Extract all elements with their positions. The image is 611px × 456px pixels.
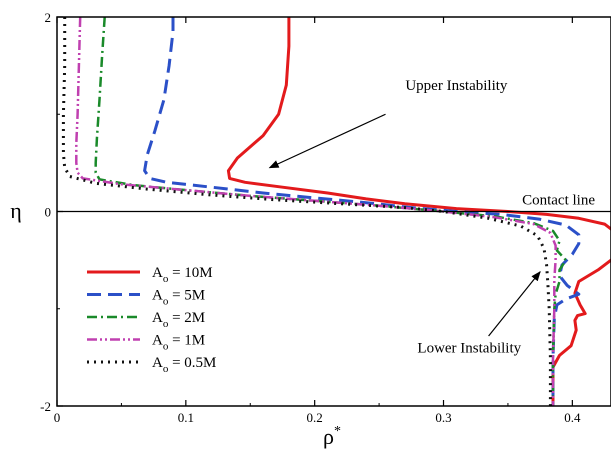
x-tick-label: 0.2: [307, 410, 323, 425]
y-tick-label: 2: [45, 10, 52, 25]
series-line-3: [75, 17, 557, 406]
x-tick-label: 0: [54, 410, 61, 425]
annotation-arrow-1: [488, 271, 541, 337]
series-line-0: [226, 17, 611, 406]
legend-label-1: Ao = 5M: [152, 288, 205, 308]
reference-layer: Contact line: [57, 193, 611, 213]
x-tick-label: 0.3: [435, 410, 451, 425]
x-tick-label: 0.4: [564, 410, 581, 425]
annotation-text-0: Upper Instability: [405, 78, 508, 94]
legend-label-2: Ao = 2M: [152, 310, 205, 330]
legend-label-4: Ao = 0.5M: [152, 355, 216, 375]
legend-label-3: Ao = 1M: [152, 333, 205, 353]
y-tick-label: 0: [45, 205, 52, 220]
annotation-layer: Upper Instability Lower Instability: [268, 78, 541, 357]
ticks-layer: 0 0.1 0.2 0.3 0.4-202: [40, 10, 581, 425]
contact-line-label: Contact line: [522, 193, 595, 209]
annotation-text-1: Lower Instability: [417, 341, 521, 357]
legend-label-0: Ao = 10M: [152, 265, 213, 285]
y-tick-label: -2: [40, 399, 51, 414]
x-tick-label: 0.1: [178, 410, 194, 425]
series-line-1: [143, 17, 581, 406]
y-axis-label: η: [10, 198, 22, 223]
annotation-arrow-0: [268, 113, 386, 169]
x-axis-label: ρ*: [323, 424, 341, 449]
